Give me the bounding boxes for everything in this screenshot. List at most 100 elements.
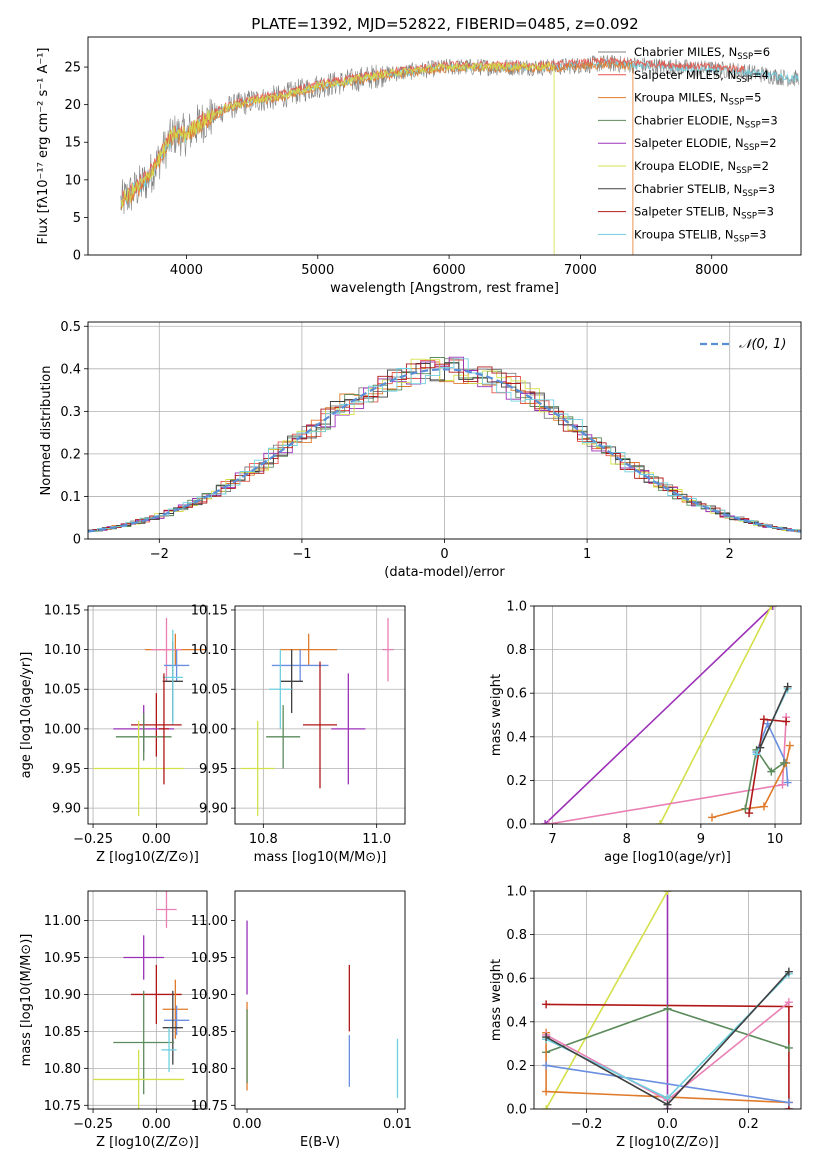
x-tick-label: −0.25 <box>73 1117 113 1132</box>
weight-marker <box>783 682 792 691</box>
y-tick-label: 0.4 <box>60 362 81 377</box>
legend-label: Kroupa ELODIE, NSSP=2 <box>634 159 769 176</box>
weight_vs_Z-ylabel: mass weight <box>489 959 504 1041</box>
x-tick-label: 10 <box>767 832 784 847</box>
weight-marker <box>745 809 754 818</box>
age_vs_mass-points <box>240 617 394 817</box>
legend-label: Salpeter ELODIE, NSSP=2 <box>634 136 777 153</box>
y-tick-label: 0.8 <box>506 643 527 658</box>
weight_vs_Z-axes: −0.2 0.0 0.2 0.0 0.2 0.4 0.6 0.8 1.0 <box>506 885 801 1132</box>
x-tick-label: −2 <box>150 547 169 562</box>
legend-label: Kroupa STELIB, NSSP=3 <box>634 227 766 244</box>
weight-marker <box>784 1043 793 1052</box>
weight-line <box>545 1064 790 1104</box>
spectrum-series <box>120 54 799 255</box>
weight-line <box>545 891 669 1109</box>
y-tick-label: 0.5 <box>60 320 81 335</box>
mass_vs_Z-xlabel: Z [log10(Z/Z⊙)] <box>96 1135 199 1150</box>
y-tick-label: 10.15 <box>191 603 228 618</box>
y-tick-label: 0.2 <box>60 447 81 462</box>
gaussian-legend-label: 𝒩(0, 1) <box>739 337 786 352</box>
weight-marker <box>756 743 765 752</box>
residuals-ylabel: Normed distribution <box>39 366 54 496</box>
y-tick-label: 5 <box>73 211 81 226</box>
y-tick-label: 10.05 <box>191 683 228 698</box>
legend-label: Kroupa MILES, NSSP=5 <box>634 91 761 108</box>
weight-marker <box>663 1004 672 1013</box>
age_vs_mass-frame <box>234 605 406 825</box>
x-tick-label: 4000 <box>170 263 203 278</box>
weight-marker <box>768 606 777 610</box>
y-tick-label: 0.3 <box>60 405 81 420</box>
mass_vs_Z-axes: −0.25 0.00 10.75 10.80 10.85 10.90 10.95 11.00 <box>44 891 207 1132</box>
y-tick-label: 0.8 <box>506 928 527 943</box>
y-tick-label: 10.05 <box>44 683 81 698</box>
y-tick-label: 0.4 <box>506 730 527 745</box>
age_vs_mass-axes: 10.8 11.0 9.90 9.95 10.00 10.05 10.10 10.15 <box>191 603 405 847</box>
residual-histogram <box>88 359 801 532</box>
y-tick-label: 10 <box>64 173 81 188</box>
y-tick-label: 0.0 <box>506 1103 527 1118</box>
weight-marker <box>541 820 550 824</box>
spectrum-data-line <box>120 54 799 215</box>
x-tick-label: 0.01 <box>383 1117 412 1132</box>
x-tick-label: 0.2 <box>738 1117 759 1132</box>
y-tick-label: 11.00 <box>191 914 228 929</box>
x-tick-label: 8000 <box>695 263 728 278</box>
x-tick-label: 1 <box>583 547 591 562</box>
x-tick-label: −0.25 <box>73 832 113 847</box>
x-tick-label: 6000 <box>433 263 466 278</box>
x-tick-label: 11.0 <box>362 832 391 847</box>
weight-marker <box>783 778 792 787</box>
mass_vs_EBV-frame <box>234 890 406 1110</box>
weight_vs_age-ylabel: mass weight <box>489 674 504 756</box>
weight-marker <box>656 820 665 824</box>
x-tick-label: 0.0 <box>657 1117 678 1132</box>
y-tick-label: 10.10 <box>44 643 81 658</box>
legend-label: Chabrier MILES, NSSP=6 <box>634 45 770 62</box>
weight-line <box>659 606 773 824</box>
spectrum-ylabel: Flux [fλ10⁻¹⁷ erg cm⁻² s⁻¹ A⁻¹] <box>36 48 51 245</box>
weight-marker <box>663 891 672 895</box>
x-tick-label: 7000 <box>564 263 597 278</box>
weight_vs_Z-xlabel: Z [log10(Z/Z⊙)] <box>616 1135 719 1150</box>
spectrum-axes: 4000 5000 6000 7000 8000 0 5 10 15 20 25 <box>64 61 728 278</box>
age_vs_Z-xlabel: Z [log10(Z/Z⊙)] <box>96 850 199 865</box>
residuals-frame <box>87 321 802 540</box>
weight_vs_age-axes: 7 8 9 10 0.0 0.2 0.4 0.6 0.8 1.0 <box>506 600 801 847</box>
mass_vs_EBV-xlabel: E(B-V) <box>300 1135 340 1150</box>
y-tick-label: 10.15 <box>44 603 81 618</box>
y-tick-label: 0.0 <box>506 818 527 833</box>
y-tick-label: 10.95 <box>191 951 228 966</box>
y-tick-label: 1.0 <box>506 885 527 900</box>
y-tick-label: 15 <box>64 136 81 151</box>
y-tick-label: 9.95 <box>52 762 81 777</box>
weight_vs_Z-series <box>542 891 793 1109</box>
age_vs_Z-ylabel: age [log10(age/yr)] <box>19 652 34 779</box>
y-tick-label: 10.00 <box>191 722 228 737</box>
y-tick-label: 20 <box>64 98 81 113</box>
x-tick-label: 10.8 <box>249 832 278 847</box>
residual-histogram <box>88 358 801 533</box>
y-tick-label: 9.90 <box>199 802 228 817</box>
weight-marker <box>542 1087 551 1096</box>
residual-histogram <box>88 363 801 532</box>
spectrum-model-line <box>120 61 555 255</box>
x-tick-label: −0.2 <box>571 1117 603 1132</box>
spectrum-legend: Chabrier MILES, NSSP=6 Salpeter MILES, NS… <box>598 45 778 244</box>
x-tick-label: 0 <box>440 547 448 562</box>
spectrum-model-line <box>120 60 634 255</box>
weight-marker <box>752 750 761 759</box>
y-tick-label: 10.75 <box>191 1099 228 1114</box>
y-tick-label: 10.85 <box>191 1025 228 1040</box>
x-tick-label: 2 <box>726 547 734 562</box>
weight-marker <box>663 1100 672 1109</box>
weight-marker <box>779 758 788 767</box>
residuals-xlabel: (data-model)/error <box>384 565 505 580</box>
weight-marker <box>542 1105 551 1109</box>
age_vs_Z-axes: −0.25 0.00 9.90 9.95 10.00 10.05 10.10 10.15 <box>44 603 207 847</box>
y-tick-label: 10.90 <box>44 988 81 1003</box>
weight-marker <box>759 715 768 724</box>
figure-title: PLATE=1392, MJD=52822, FIBERID=0485, z=0… <box>251 15 638 33</box>
